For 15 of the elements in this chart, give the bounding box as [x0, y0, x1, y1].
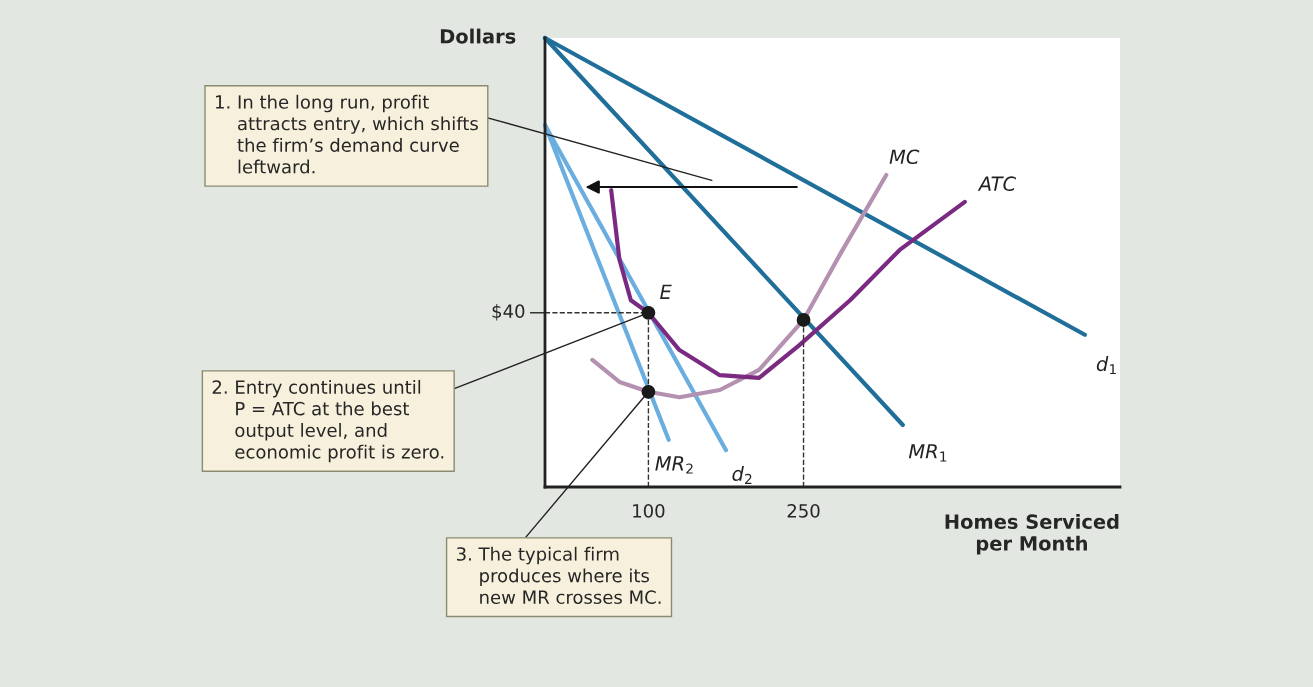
annotation: E	[660, 284, 672, 299]
annotation: $40	[492, 304, 525, 321]
text: 1. In the long run, profit attracts entry, which shifts the firm’s demand curve leftward.	[216, 94, 478, 174]
series-label: MC	[889, 149, 920, 165]
text: 3. The typical firm produces where its new MR crosses MC.	[456, 546, 661, 605]
x-tick-label: 100	[633, 503, 665, 518]
series-label: ATC	[977, 176, 1017, 192]
series-label: MR$_{1}$	[908, 444, 947, 462]
series-label: d$_{1}$	[1096, 356, 1116, 375]
x-tick-label: 250	[787, 503, 820, 518]
y-axis-title: Dollars	[440, 28, 516, 44]
series-label: MR$_{2}$	[655, 456, 693, 474]
text: 2. Entry continues until P = ATC at the best output level, and economic profit is zero.	[212, 379, 444, 463]
x-axis-title: Homes Serviced per Month	[945, 513, 1119, 555]
series-label: d$_{2}$	[732, 465, 752, 484]
